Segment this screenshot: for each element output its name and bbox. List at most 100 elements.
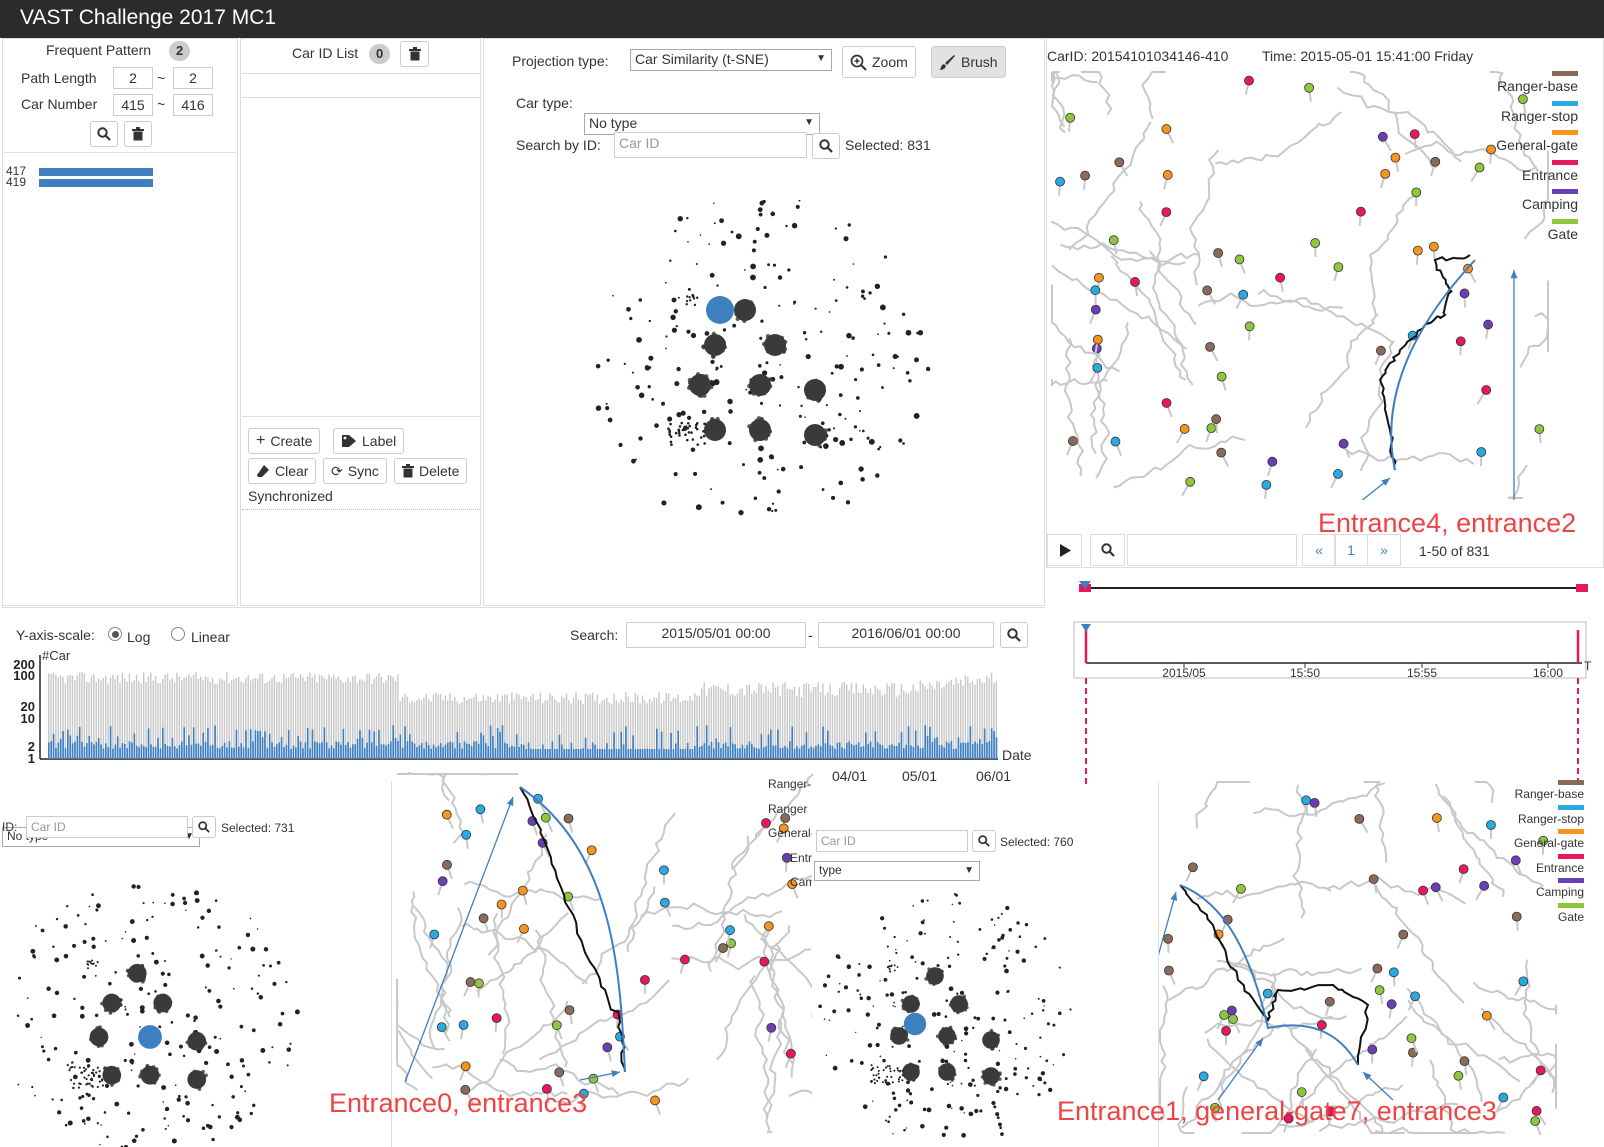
histogram-selected-bar[interactable] <box>216 747 219 759</box>
sensor-marker[interactable] <box>1163 933 1173 944</box>
sensor-marker[interactable] <box>1481 1010 1492 1021</box>
histogram-bar[interactable] <box>314 674 316 759</box>
histogram-bar[interactable] <box>121 673 124 759</box>
projection-point[interactable] <box>762 476 767 481</box>
projection-point[interactable] <box>214 899 218 902</box>
histogram-bar[interactable] <box>143 672 145 759</box>
sensor-marker[interactable] <box>766 1022 777 1033</box>
sensor-marker[interactable] <box>1228 1014 1238 1024</box>
histogram-bar[interactable] <box>207 677 209 759</box>
histogram-bar[interactable] <box>599 703 601 759</box>
histogram-selected-bar[interactable] <box>629 749 632 759</box>
projection-point[interactable] <box>976 1093 980 1098</box>
histogram-bar[interactable] <box>530 696 532 759</box>
histogram-selected-bar[interactable] <box>207 728 209 759</box>
histogram-bar[interactable] <box>950 679 952 759</box>
projection-point[interactable] <box>953 1050 956 1053</box>
projection-point[interactable] <box>185 1100 190 1106</box>
sensor-marker[interactable] <box>1535 1065 1546 1076</box>
histogram-selected-bar[interactable] <box>515 734 518 759</box>
projection-point[interactable] <box>719 218 724 224</box>
histogram-selected-bar[interactable] <box>812 747 815 759</box>
tsne-scatter[interactable] <box>570 200 950 560</box>
histogram-selected-bar[interactable] <box>138 747 140 759</box>
histogram-selected-bar[interactable] <box>235 729 238 759</box>
log-radio[interactable] <box>108 627 122 641</box>
histogram-bar[interactable] <box>131 681 133 759</box>
histogram-selected-bar[interactable] <box>686 742 689 759</box>
projection-point[interactable] <box>923 919 926 922</box>
histogram-selected-bar[interactable] <box>922 747 924 759</box>
projection-point[interactable] <box>673 309 678 314</box>
projection-point[interactable] <box>901 1074 904 1077</box>
histogram-bar[interactable] <box>105 675 107 759</box>
projection-point[interactable] <box>138 986 144 991</box>
projection-point[interactable] <box>126 1111 131 1115</box>
projection-point[interactable] <box>595 405 602 411</box>
projection-point[interactable] <box>178 1044 183 1049</box>
car-list-delete-button[interactable] <box>400 41 429 67</box>
car-id-search-input[interactable]: Car ID <box>614 132 807 158</box>
histogram-selected-bar[interactable] <box>385 745 387 759</box>
histogram-bar[interactable] <box>587 694 589 759</box>
projection-point[interactable] <box>973 1016 977 1020</box>
projection-point[interactable] <box>79 1082 82 1086</box>
projection-point[interactable] <box>959 1106 964 1111</box>
sensor-marker[interactable] <box>442 859 452 870</box>
projection-point[interactable] <box>142 902 145 905</box>
histogram-bar[interactable] <box>967 676 969 759</box>
projection-point[interactable] <box>227 966 231 970</box>
histogram-bar[interactable] <box>292 673 295 759</box>
histogram-bar[interactable] <box>245 678 247 759</box>
histogram-bar[interactable] <box>660 703 663 759</box>
projection-point[interactable] <box>661 401 666 406</box>
projection-point[interactable] <box>103 1111 107 1114</box>
projection-point[interactable] <box>1030 1012 1034 1015</box>
histogram-bar[interactable] <box>803 683 805 759</box>
histogram-selected-bar[interactable] <box>551 741 554 759</box>
histogram-selected-bar[interactable] <box>639 749 642 759</box>
sensor-marker[interactable] <box>1162 170 1173 180</box>
sensor-marker[interactable] <box>1216 447 1227 458</box>
projection-point[interactable] <box>94 964 97 967</box>
histogram-bar[interactable] <box>679 702 682 759</box>
histogram-selected-bar[interactable] <box>470 746 473 759</box>
projection-point[interactable] <box>167 972 171 977</box>
histogram-bar[interactable] <box>971 681 974 759</box>
sensor-marker[interactable] <box>1518 976 1529 987</box>
projection-point[interactable] <box>1005 956 1009 960</box>
projection-point[interactable] <box>83 1122 86 1125</box>
projection-point[interactable] <box>979 1109 983 1113</box>
projection-point[interactable] <box>170 893 175 897</box>
histogram-bar[interactable] <box>506 694 508 759</box>
histogram-selected-bar[interactable] <box>133 733 136 759</box>
histogram-selected-bar[interactable] <box>656 728 658 759</box>
histogram-selected-bar[interactable] <box>214 725 216 759</box>
projection-point[interactable] <box>760 319 764 323</box>
histogram-selected-bar[interactable] <box>627 749 630 759</box>
projection-point[interactable] <box>776 489 781 494</box>
histogram-bar[interactable] <box>974 684 976 759</box>
sensor-marker[interactable] <box>1067 436 1078 446</box>
histogram-bar[interactable] <box>900 684 903 759</box>
projection-point[interactable] <box>959 990 965 995</box>
histogram-selected-bar[interactable] <box>197 743 200 759</box>
projection-point[interactable] <box>896 966 899 968</box>
projection-point[interactable] <box>861 289 865 294</box>
projection-point[interactable] <box>839 440 846 446</box>
histogram-bar[interactable] <box>257 678 259 759</box>
histogram-bar[interactable] <box>943 686 945 759</box>
histogram-bar[interactable] <box>746 685 748 759</box>
histogram-selected-bar[interactable] <box>387 744 390 759</box>
projection-cluster[interactable] <box>102 1065 122 1085</box>
histogram-selected-bar[interactable] <box>278 742 281 759</box>
projection-point[interactable] <box>163 982 168 988</box>
sensor-marker[interactable] <box>1198 1071 1209 1082</box>
projection-point[interactable] <box>81 1119 86 1123</box>
histogram-bar[interactable] <box>295 677 297 759</box>
histogram-selected-bar[interactable] <box>373 731 376 759</box>
projection-point[interactable] <box>914 357 919 363</box>
histogram-bar[interactable] <box>449 692 451 759</box>
projection-point[interactable] <box>961 1133 966 1138</box>
projection-point[interactable] <box>82 1066 86 1069</box>
